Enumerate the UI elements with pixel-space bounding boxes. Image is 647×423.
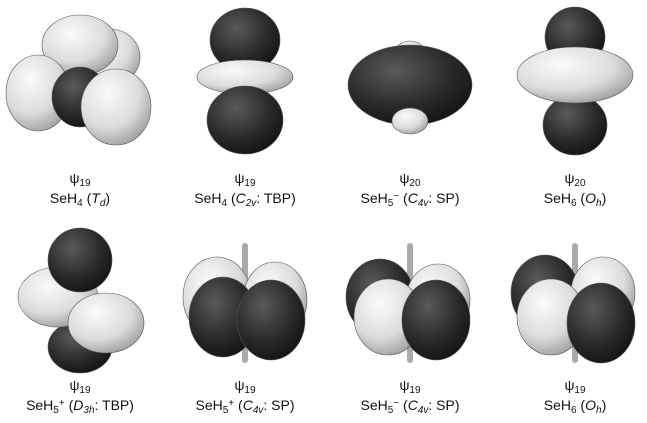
molecule-label: SeH5+ (C4v: SP)	[195, 397, 294, 416]
text-run: ψ	[69, 377, 79, 393]
text-run: : SP)	[428, 190, 459, 206]
text-run: (	[577, 190, 586, 206]
text-run: O	[585, 190, 596, 206]
text-run: (	[227, 190, 236, 206]
lobe	[81, 69, 151, 145]
text-run: ψ	[564, 170, 574, 186]
text-run: (	[234, 397, 243, 413]
orbital-label: ψ19	[234, 377, 256, 396]
text-run: 19	[244, 385, 256, 396]
lobe	[543, 95, 607, 155]
text-run: : SP)	[263, 397, 294, 413]
text-run: 19	[244, 178, 256, 189]
text-run: 20	[574, 178, 586, 189]
lobe	[567, 283, 635, 363]
lobe	[68, 293, 144, 353]
molecule-label: SeH6 (Oh)	[544, 397, 606, 416]
orbital-label: ψ19	[234, 170, 256, 189]
lobe	[48, 228, 112, 292]
figure: ψ19SeH4 (Td)ψ19SeH4 (C2v: TBP)ψ20SeH5− (…	[0, 0, 647, 423]
text-run: ψ	[234, 377, 244, 393]
text-run: 19	[79, 178, 91, 189]
text-run: )	[602, 190, 607, 206]
text-run: O	[585, 397, 596, 413]
text-run: ψ	[399, 377, 409, 393]
text-run: 20	[409, 178, 421, 189]
text-run: 19	[79, 385, 91, 396]
orbitals	[6, 7, 635, 373]
text-run: : SP)	[428, 397, 459, 413]
orbital-label: ψ19	[69, 377, 91, 396]
orbital-label: ψ19	[69, 170, 91, 189]
orbital-label: ψ19	[564, 377, 586, 396]
text-run: SeH	[195, 397, 222, 413]
text-run: : TBP)	[256, 190, 295, 206]
text-run: ψ	[399, 170, 409, 186]
lobe	[517, 47, 633, 103]
orbital-label: ψ20	[399, 170, 421, 189]
text-run: (	[65, 397, 74, 413]
molecule-label: SeH4 (Td)	[50, 190, 110, 209]
text-run: (	[399, 190, 408, 206]
text-run: (	[399, 397, 408, 413]
molecule-label: SeH5+ (D3h: TBP)	[26, 397, 134, 416]
text-run: SeH	[360, 190, 387, 206]
text-run: SeH	[544, 397, 571, 413]
orbital-label: ψ20	[564, 170, 586, 189]
text-run: 3h	[83, 405, 95, 416]
lobe	[207, 86, 283, 154]
text-run: D	[73, 397, 83, 413]
text-run: 19	[574, 385, 586, 396]
text-run: ψ	[564, 377, 574, 393]
molecule-label: SeH4 (C2v: TBP)	[194, 190, 295, 209]
text-run: SeH	[544, 190, 571, 206]
text-run: : TBP)	[95, 397, 134, 413]
molecule-label: SeH5− (C4v: SP)	[360, 397, 459, 416]
text-run: ψ	[234, 170, 244, 186]
text-run: )	[602, 397, 607, 413]
text-run: )	[105, 190, 110, 206]
molecule-label: SeH6 (Oh)	[544, 190, 606, 209]
text-run: (	[577, 397, 586, 413]
lobe	[402, 280, 470, 360]
text-run: SeH	[50, 190, 77, 206]
lobe	[237, 280, 305, 360]
orbital-label: ψ19	[399, 377, 421, 396]
text-run: SeH	[194, 190, 221, 206]
text-run: ψ	[69, 170, 79, 186]
text-run: 19	[409, 385, 421, 396]
text-run: SeH	[360, 397, 387, 413]
text-run: SeH	[26, 397, 53, 413]
lobe	[392, 108, 428, 134]
molecule-label: SeH5− (C4v: SP)	[360, 190, 459, 209]
text-run: (	[83, 190, 92, 206]
